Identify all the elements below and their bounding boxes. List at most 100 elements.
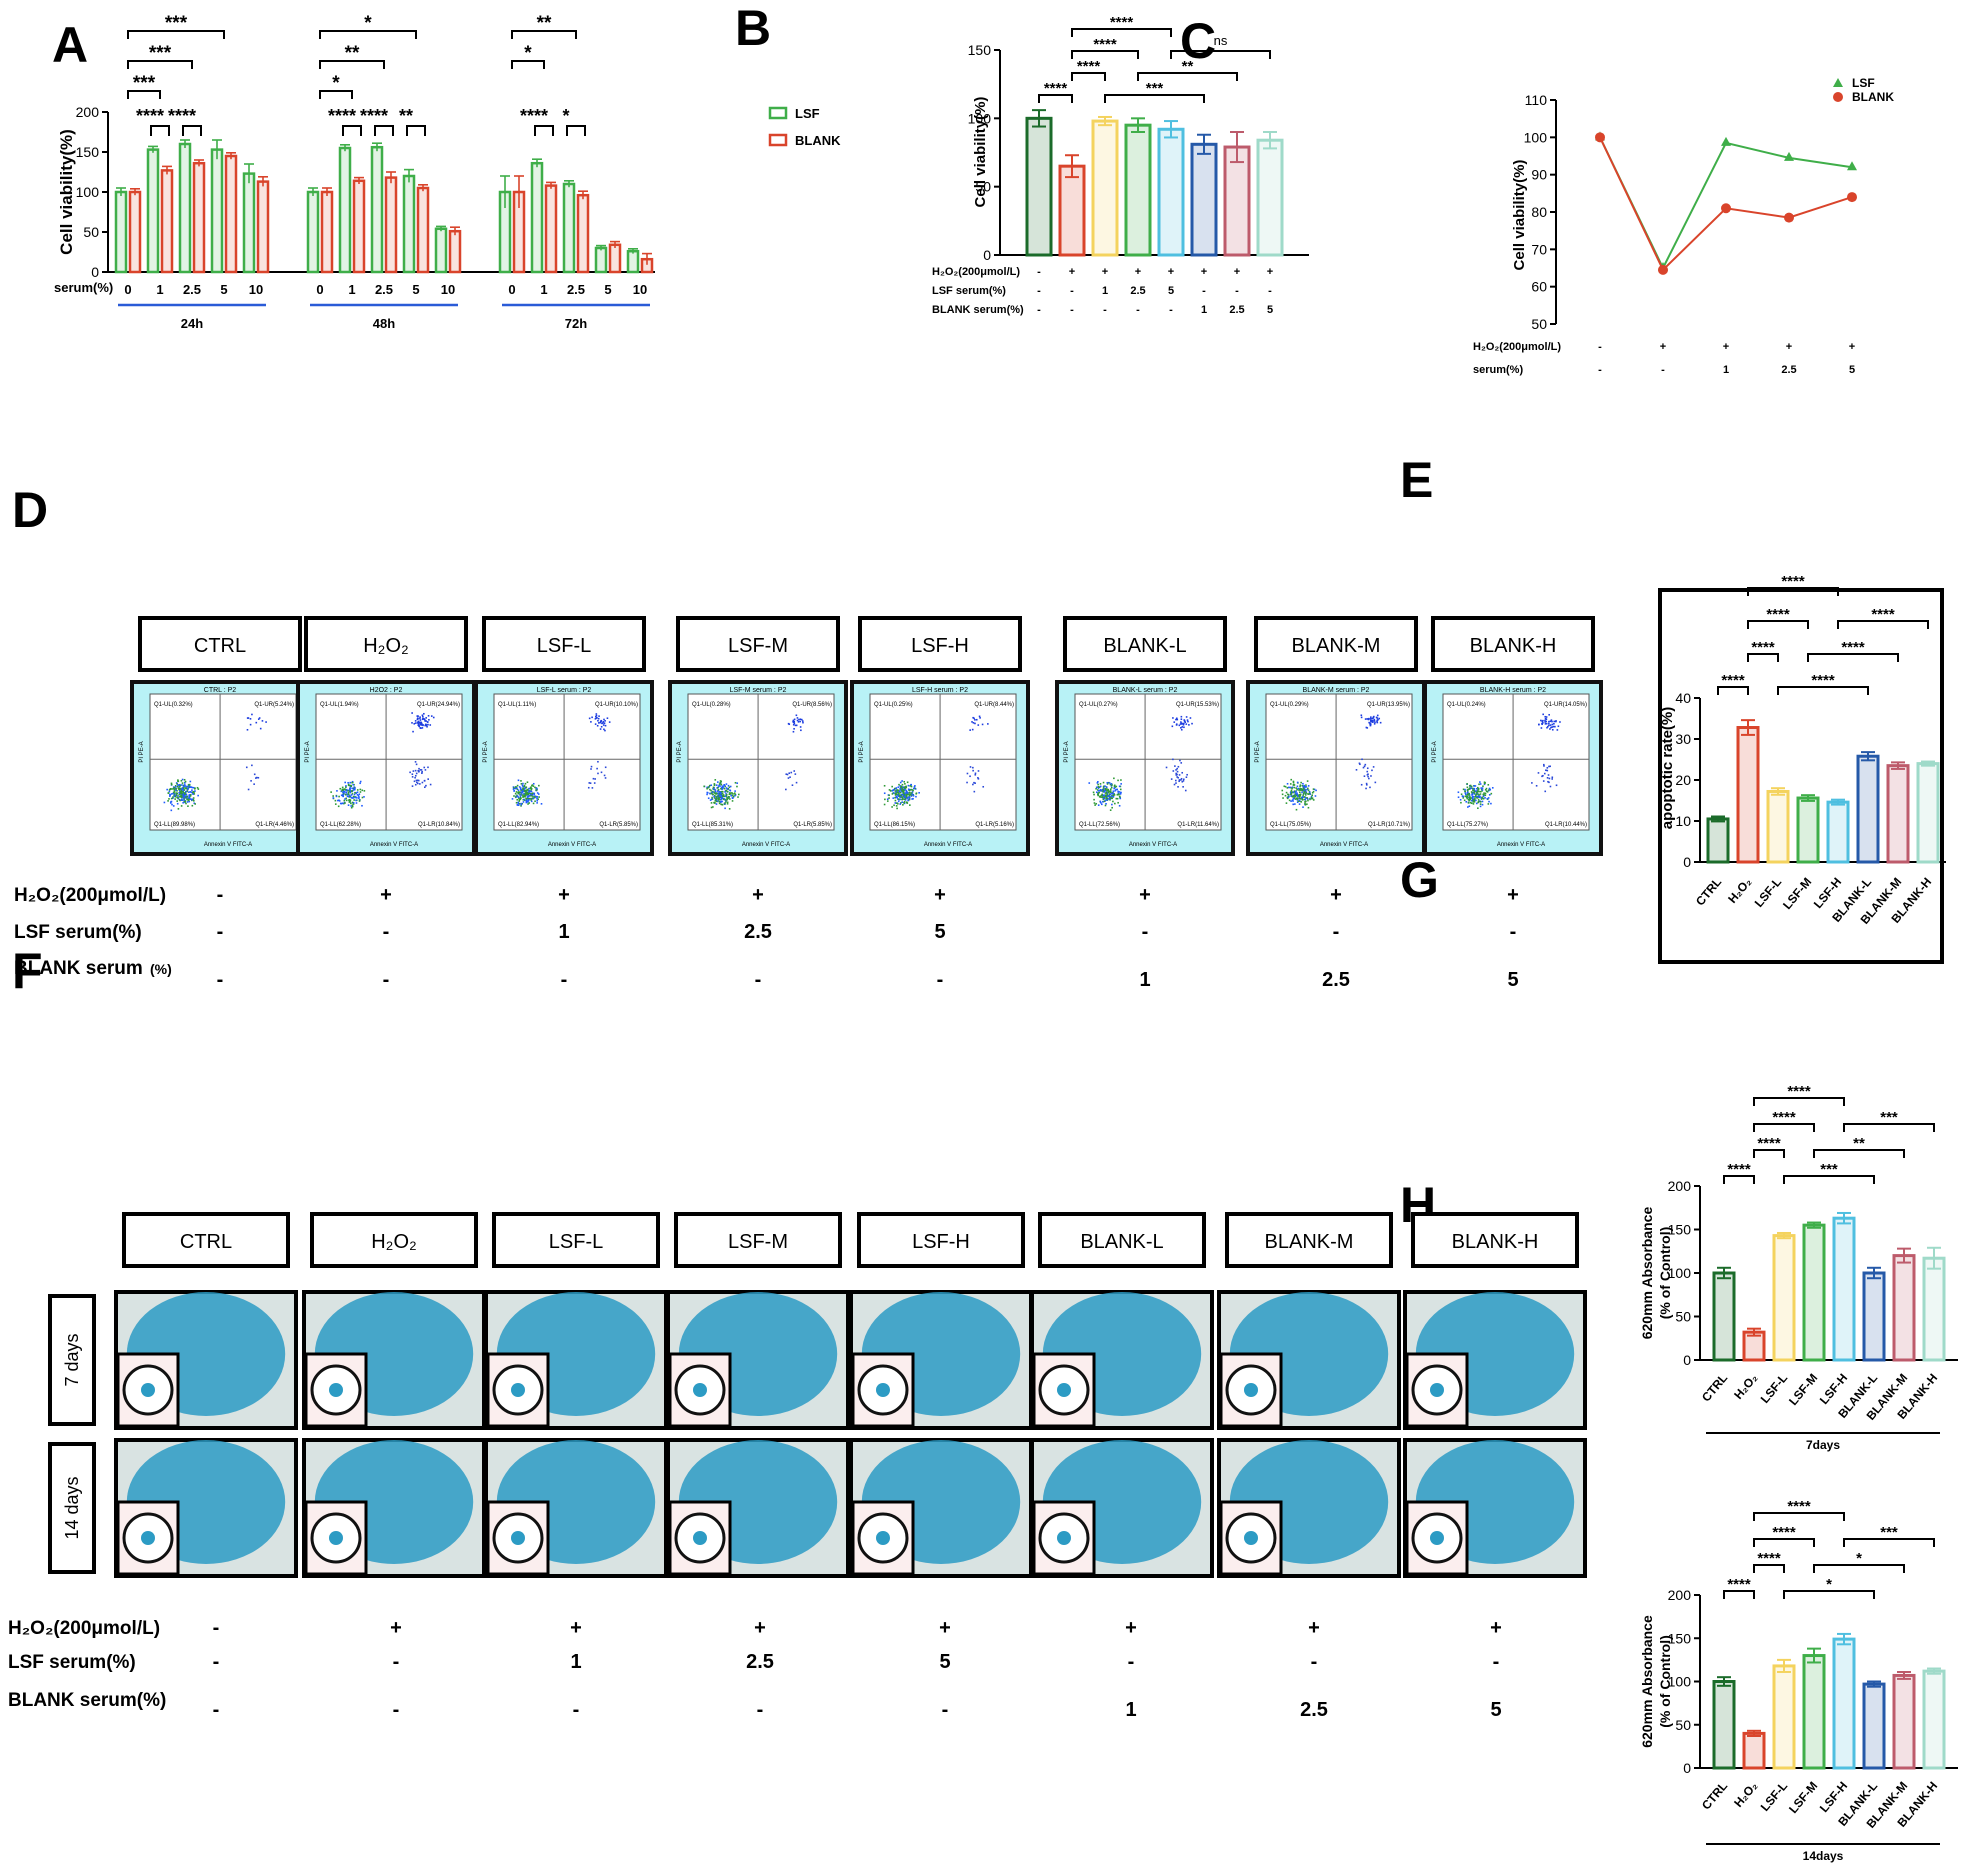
flow-dot <box>532 795 534 798</box>
flow-dot <box>883 792 886 795</box>
flow-dot <box>789 776 791 778</box>
significance-label: **** <box>1727 1576 1751 1593</box>
flow-dot <box>1538 723 1540 726</box>
flow-dot <box>1097 804 1100 806</box>
flow-dot <box>253 773 256 776</box>
flow-dot <box>603 774 606 777</box>
flow-dot <box>800 718 803 721</box>
flow-dot <box>1110 785 1113 787</box>
flow-dot <box>1488 794 1491 796</box>
flow-dot <box>1462 788 1465 791</box>
flow-dot <box>1307 787 1309 790</box>
flow-dot <box>1300 781 1302 784</box>
flow-dot <box>1479 781 1481 783</box>
x-tick-label: 1 <box>348 282 355 297</box>
flow-dot <box>1472 789 1474 792</box>
flow-dot <box>893 804 895 807</box>
bar-ctrl <box>1712 1271 1736 1362</box>
y-tick-label: 0 <box>1683 854 1691 870</box>
flow-dot <box>597 717 600 720</box>
flow-dot <box>1176 773 1178 776</box>
flow-dot <box>1300 801 1303 803</box>
well-stain-dot <box>1430 1531 1444 1545</box>
y-tick-label: 90 <box>1531 167 1547 183</box>
flow-dot <box>424 769 427 771</box>
flow-dot <box>709 788 711 791</box>
significance-bracket <box>1723 1175 1755 1184</box>
flow-dot <box>354 791 356 794</box>
flow-dot <box>255 721 258 724</box>
flow-dot <box>1540 719 1542 722</box>
flow-dot <box>170 809 173 812</box>
flow-dot <box>724 795 727 797</box>
flow-dot <box>1491 787 1494 789</box>
flow-dot-cloud <box>511 713 611 807</box>
condition-cell: 5 <box>1168 285 1174 297</box>
flow-dot <box>908 788 911 791</box>
flow-dot <box>1308 791 1311 794</box>
flow-dot <box>170 793 173 795</box>
flow-dot <box>1308 792 1311 795</box>
flow-dot <box>726 797 728 799</box>
y-axis-title: Cell viability(%) <box>57 129 76 255</box>
significance-bracket <box>1753 1097 1845 1106</box>
flow-dot <box>1464 788 1466 791</box>
flow-dot <box>339 802 342 805</box>
flow-dot <box>910 785 913 788</box>
flow-dot <box>1466 795 1469 798</box>
flow-dot <box>1290 793 1292 795</box>
flow-dot <box>197 788 200 790</box>
pair-significance-label: * <box>562 106 569 126</box>
flow-dot <box>1172 770 1175 772</box>
flow-dot <box>419 783 421 785</box>
flow-dot <box>1304 796 1306 798</box>
flow-dot <box>734 794 736 797</box>
flow-dot <box>794 773 797 775</box>
condition-cell: + <box>1069 266 1075 278</box>
condition-cell: - <box>757 1699 764 1721</box>
flow-dot <box>1179 759 1181 762</box>
flow-dot <box>185 793 188 796</box>
flow-dot <box>182 793 185 795</box>
flow-dot <box>1488 789 1490 791</box>
flow-dot <box>355 799 357 802</box>
flow-dot <box>172 797 174 799</box>
flow-dot <box>416 717 419 719</box>
flow-dot <box>718 802 721 805</box>
flow-dot <box>1548 765 1550 768</box>
flow-dot <box>799 726 802 728</box>
flow-dot <box>712 788 715 790</box>
flow-dot <box>421 772 423 775</box>
flow-dot <box>731 800 734 802</box>
flow-dot <box>190 794 192 796</box>
flow-dot <box>176 800 179 802</box>
flow-dot <box>904 783 906 785</box>
flow-dot <box>1102 790 1104 793</box>
flow-dot <box>194 803 197 805</box>
flow-dot <box>1284 794 1287 797</box>
flow-dot <box>1370 719 1373 722</box>
flow-dot <box>186 790 188 793</box>
flow-dot <box>1117 790 1119 793</box>
flow-dot <box>1468 794 1470 796</box>
flow-dot <box>1372 719 1374 722</box>
flow-dot <box>1376 721 1379 724</box>
flow-dot <box>525 800 528 802</box>
condition-cell: - <box>393 1699 400 1721</box>
flow-dot <box>717 789 720 791</box>
flow-dot <box>359 782 361 785</box>
condition-cell: - <box>1268 285 1272 297</box>
y-tick-label: 30 <box>1675 731 1691 747</box>
flow-dot <box>1549 724 1552 726</box>
flow-dot <box>533 793 535 796</box>
flow-dot <box>341 788 344 791</box>
flow-dot <box>187 784 190 786</box>
flow-dot <box>604 729 606 732</box>
flow-dot <box>1115 797 1118 800</box>
flow-dot <box>977 724 980 726</box>
flow-dot <box>1109 797 1112 800</box>
condition-cell: - <box>1070 285 1074 297</box>
flow-dot <box>190 786 192 788</box>
flow-dot <box>1302 785 1305 788</box>
group-title-box <box>482 616 646 672</box>
